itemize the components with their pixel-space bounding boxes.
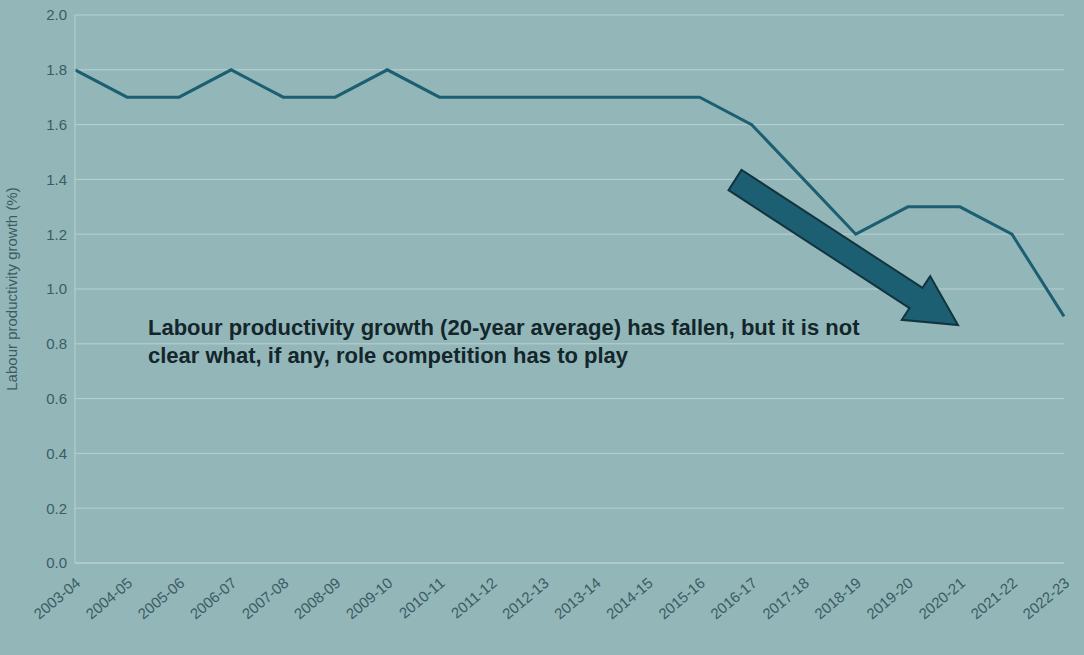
svg-text:2017-18: 2017-18	[759, 574, 812, 622]
svg-text:1.8: 1.8	[46, 61, 67, 78]
svg-text:2.0: 2.0	[46, 6, 67, 23]
svg-text:1.4: 1.4	[46, 171, 67, 188]
svg-text:0.8: 0.8	[46, 335, 67, 352]
svg-text:2020-21: 2020-21	[915, 574, 968, 622]
svg-text:2004-05: 2004-05	[82, 574, 135, 622]
svg-text:0.2: 0.2	[46, 500, 67, 517]
svg-text:2011-12: 2011-12	[448, 574, 500, 622]
svg-text:1.6: 1.6	[46, 116, 67, 133]
svg-text:2006-07: 2006-07	[186, 574, 239, 622]
html-text:Labour productivity growth (20: Labour productivity growth (20-year aver…	[148, 315, 860, 368]
svg-text:0.4: 0.4	[46, 445, 67, 462]
svg-text:2003-04: 2003-04	[30, 574, 83, 622]
svg-text:2021-22: 2021-22	[967, 574, 1020, 622]
svg-text:2016-17: 2016-17	[707, 574, 760, 622]
svg-text:2008-09: 2008-09	[291, 574, 344, 622]
svg-text:2012-13: 2012-13	[499, 574, 552, 622]
svg-text:2019-20: 2019-20	[863, 574, 916, 622]
svg-text:2005-06: 2005-06	[134, 574, 187, 622]
svg-text:2009-10: 2009-10	[343, 574, 396, 622]
svg-text:2022-23: 2022-23	[1019, 574, 1072, 622]
svg-text:2015-16: 2015-16	[655, 574, 708, 622]
svg-text:2018-19: 2018-19	[811, 574, 864, 622]
svg-text:0.6: 0.6	[46, 390, 67, 407]
svg-text:Labour productivity growth (%): Labour productivity growth (%)	[3, 187, 20, 390]
svg-text:2007-08: 2007-08	[238, 574, 291, 622]
svg-text:2010-11: 2010-11	[395, 574, 447, 622]
svg-text:2014-15: 2014-15	[603, 574, 656, 622]
svg-text:0.0: 0.0	[46, 554, 67, 571]
svg-text:1.2: 1.2	[46, 226, 67, 243]
svg-text:1.0: 1.0	[46, 280, 67, 297]
svg-text:2013-14: 2013-14	[551, 574, 604, 622]
